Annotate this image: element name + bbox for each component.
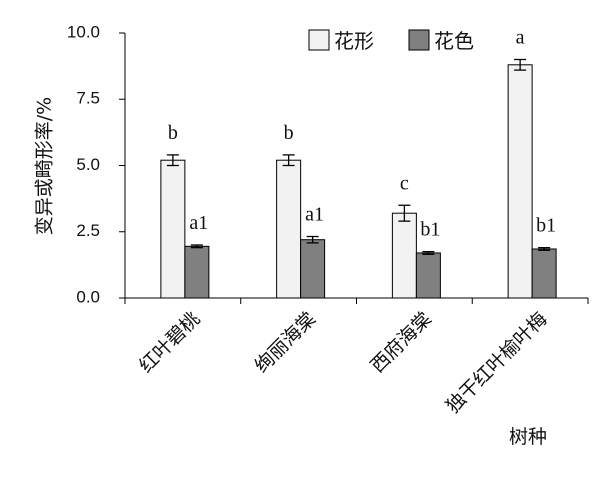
legend-swatch-flower-shape bbox=[308, 29, 330, 51]
significance-label: b bbox=[168, 122, 178, 144]
significance-label: b bbox=[284, 122, 294, 144]
legend-label-flower-color: 花色 bbox=[434, 29, 474, 53]
legend-label-flower-shape: 花形 bbox=[334, 29, 374, 53]
significance-label: b1 bbox=[420, 219, 440, 241]
y-tick-label: 7.5 bbox=[76, 89, 100, 108]
significance-label: c bbox=[400, 172, 409, 194]
significance-label: a1 bbox=[189, 212, 208, 234]
x-category-label: 红叶碧桃 bbox=[135, 308, 204, 377]
legend-swatch-flower-color bbox=[408, 29, 430, 51]
bar-flower-color bbox=[184, 245, 210, 299]
bar-flower-color bbox=[415, 252, 441, 299]
bars-layer: b a1 b a1 c b1 a b1 bbox=[160, 27, 557, 299]
bar-flower-shape bbox=[507, 64, 533, 299]
y-tick-label: 10.0 bbox=[67, 22, 100, 41]
y-tick-label: 2.5 bbox=[76, 221, 100, 240]
x-axis-title: 树种 bbox=[509, 426, 547, 448]
legend: 花形 花色 bbox=[308, 29, 474, 53]
bar-flower-color bbox=[531, 248, 557, 299]
x-category-label: 独干红叶榆叶梅 bbox=[442, 308, 552, 418]
y-ticks-layer: 0.0 2.5 5.0 7.5 10.0 bbox=[67, 22, 125, 306]
bar-flower-shape bbox=[391, 212, 417, 299]
x-category-label: 西府海棠 bbox=[366, 308, 435, 377]
bar-flower-shape bbox=[276, 159, 302, 299]
x-category-label: 绚丽海棠 bbox=[251, 308, 320, 377]
bar-flower-shape bbox=[160, 159, 186, 299]
y-tick-label: 5.0 bbox=[76, 155, 100, 174]
significance-label: b1 bbox=[536, 215, 556, 237]
x-category-labels: 红叶碧桃 绚丽海棠 西府海棠 独干红叶榆叶梅 bbox=[135, 308, 552, 418]
significance-label: a bbox=[516, 27, 525, 49]
bar-flower-color bbox=[300, 239, 326, 299]
significance-label: a1 bbox=[305, 204, 324, 226]
y-axis-title: 变异或畸形率/% bbox=[34, 97, 56, 235]
y-tick-label: 0.0 bbox=[76, 287, 100, 306]
